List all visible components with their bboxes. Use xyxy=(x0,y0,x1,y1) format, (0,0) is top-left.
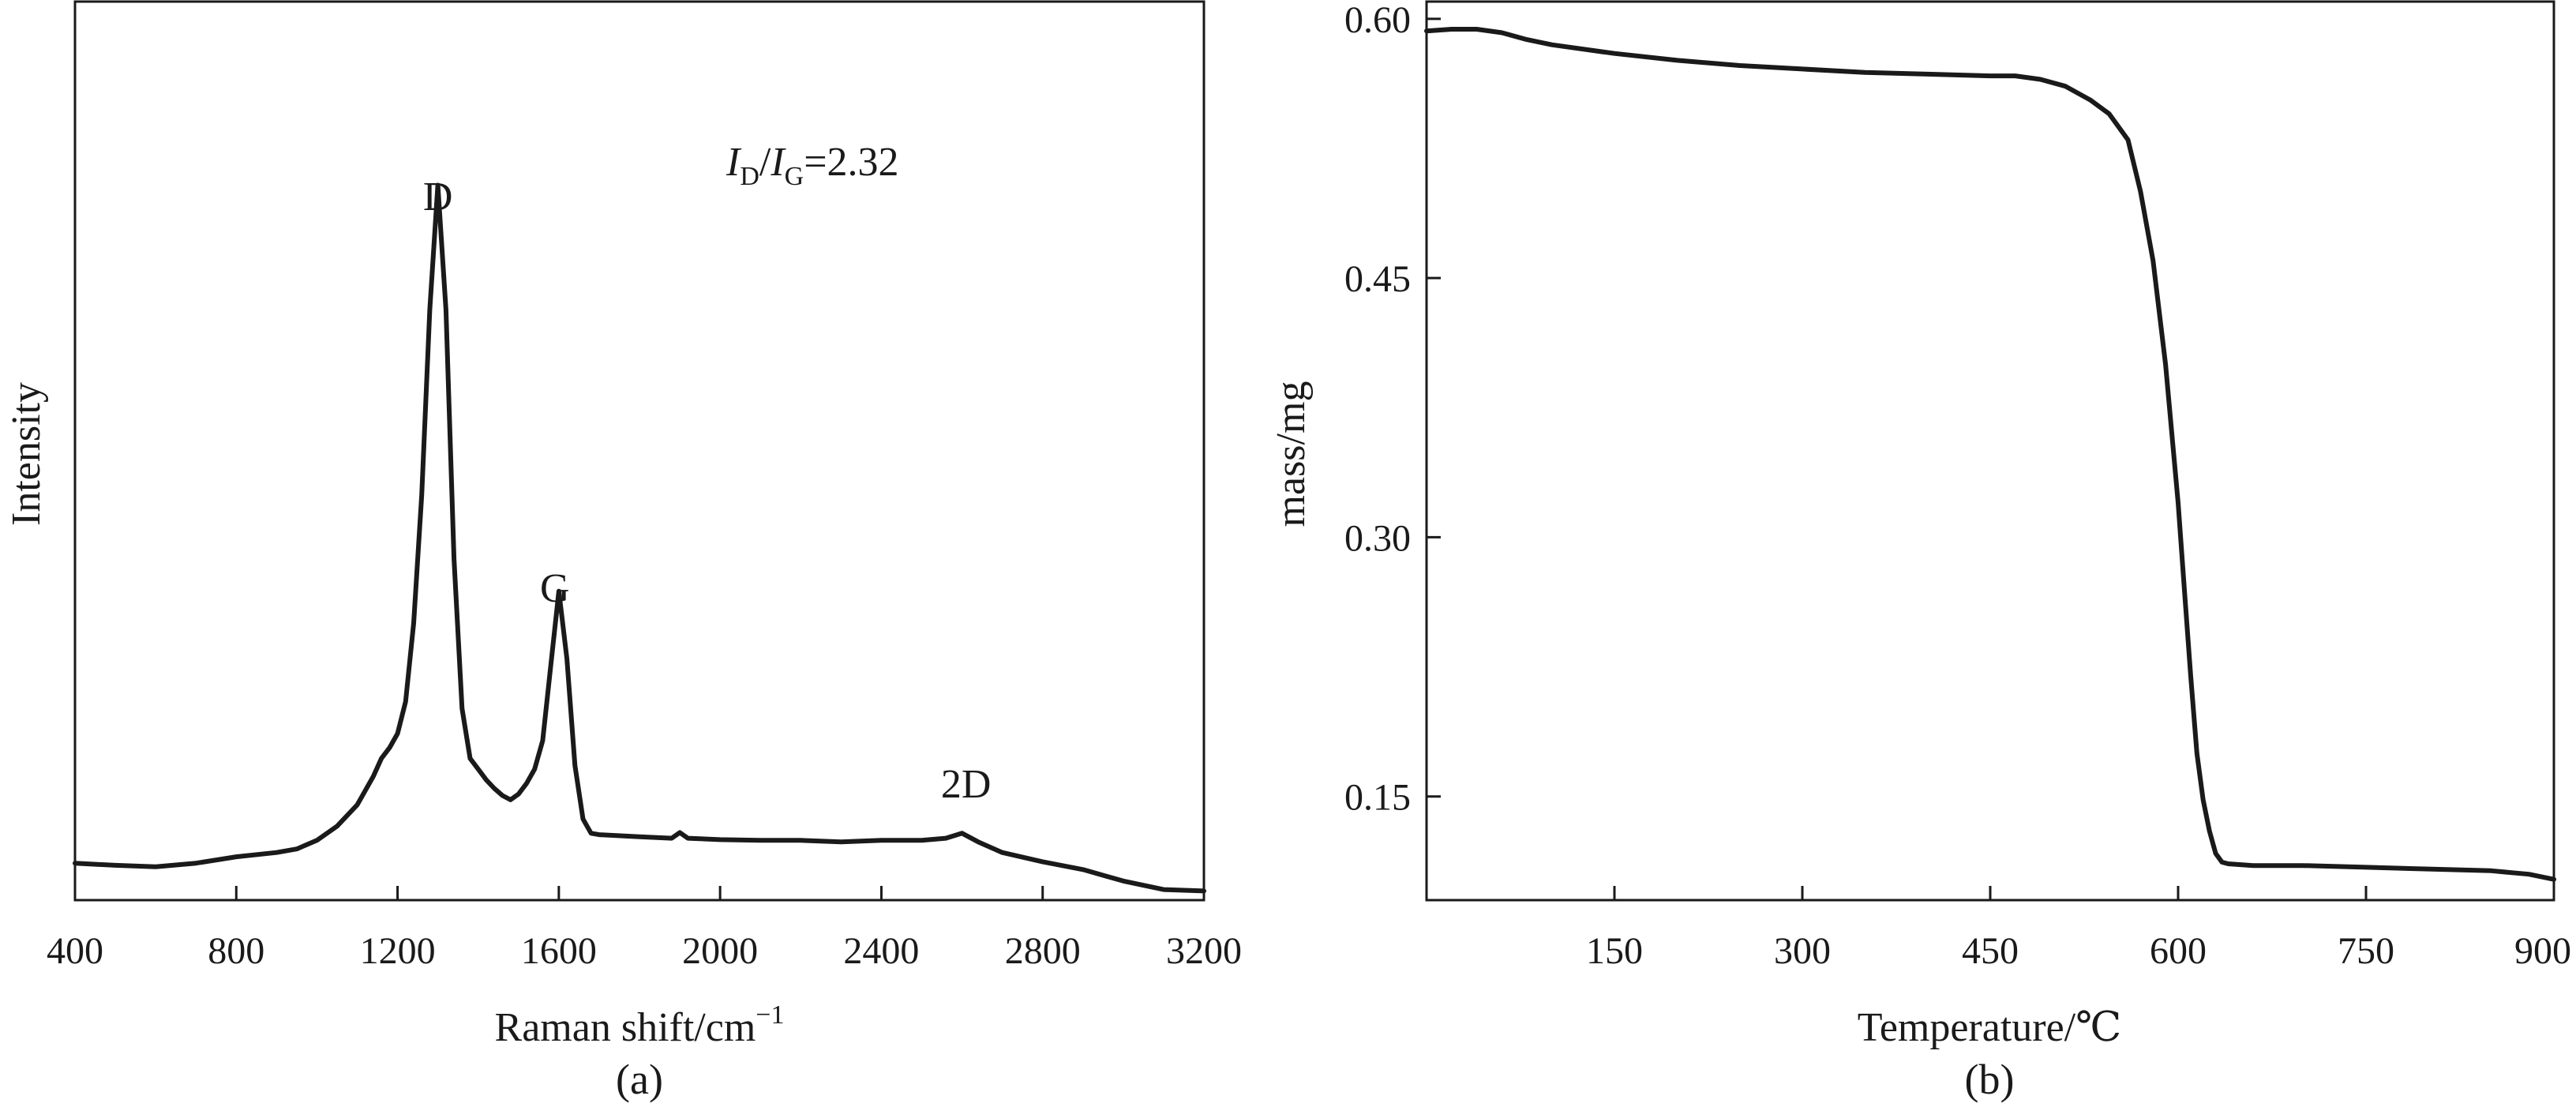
panel-b-x-tick-label: 300 xyxy=(1774,930,1831,972)
panel-b-plot-frame xyxy=(1425,0,2555,902)
panel-b-x-tick-label: 900 xyxy=(2514,930,2571,972)
panel-a-peak-label: D xyxy=(423,174,453,220)
panel-a-series-line xyxy=(73,182,1206,894)
panel-b-x-tick-labels: 150 300 450 600 750 900 xyxy=(1586,930,2571,972)
panel-a-peak-label: 2D xyxy=(941,762,992,807)
panel-a-x-tick-label: 2400 xyxy=(843,930,919,972)
panel-b-ticks xyxy=(1427,17,2555,900)
panel-b-y-axis-label: mass/mg xyxy=(1269,381,1314,527)
panel-b-y-tick-label: 0.60 xyxy=(1344,0,1411,41)
panel-a-x-tick-label: 400 xyxy=(47,930,103,972)
panel-b-y-tick-labels: 0.15 0.30 0.45 0.60 xyxy=(1344,0,1411,819)
panel-a-x-tick-label: 3200 xyxy=(1166,930,1242,972)
panel-a-x-tick-label: 1200 xyxy=(360,930,436,972)
panel-a-x-tick-label: 2000 xyxy=(682,930,758,972)
panel-b-x-axis-label: Temperature/℃ xyxy=(1858,1005,2122,1050)
panel-a-plot-frame xyxy=(73,0,1206,902)
panel-a-y-axis-label: Intensity xyxy=(4,382,49,526)
panel-a-x-tick-label: 2800 xyxy=(1005,930,1081,972)
panel-a-x-tick-label: 800 xyxy=(208,930,264,972)
panel-a: 400 800 1200 1600 2000 2400 2800 3200 D G 2D ID/I… xyxy=(4,0,1242,1103)
panel-b-y-tick-label: 0.15 xyxy=(1344,777,1411,819)
panel-b-x-tick-label: 750 xyxy=(2338,930,2394,972)
panel-a-x-ticks xyxy=(73,886,1206,900)
panel-b-x-tick-label: 600 xyxy=(2150,930,2207,972)
panel-a-x-axis-label: Raman shift/cm−1 xyxy=(495,1000,785,1050)
panel-b-y-tick-label: 0.30 xyxy=(1344,517,1411,559)
panel-a-x-tick-label: 1600 xyxy=(521,930,597,972)
panel-b-caption: (b) xyxy=(1965,1056,2015,1103)
panel-a-peak-label: G xyxy=(540,566,570,611)
panel-a-intensity-ratio: ID/IG=2.32 xyxy=(726,140,899,191)
panel-b-x-tick-label: 450 xyxy=(1962,930,2019,972)
panel-a-caption: (a) xyxy=(616,1056,663,1103)
panel-b-series-line xyxy=(1424,27,2556,882)
panel-b-y-tick-label: 0.45 xyxy=(1344,258,1411,300)
panel-b-x-tick-label: 150 xyxy=(1586,930,1643,972)
panel-a-annotations: D G 2D xyxy=(423,174,992,807)
panel-a-x-tick-labels: 400 800 1200 1600 2000 2400 2800 3200 xyxy=(47,930,1242,972)
panel-b: 150 300 450 600 750 900 0.15 0.30 0.45 0.60 Temp… xyxy=(1269,0,2571,1103)
